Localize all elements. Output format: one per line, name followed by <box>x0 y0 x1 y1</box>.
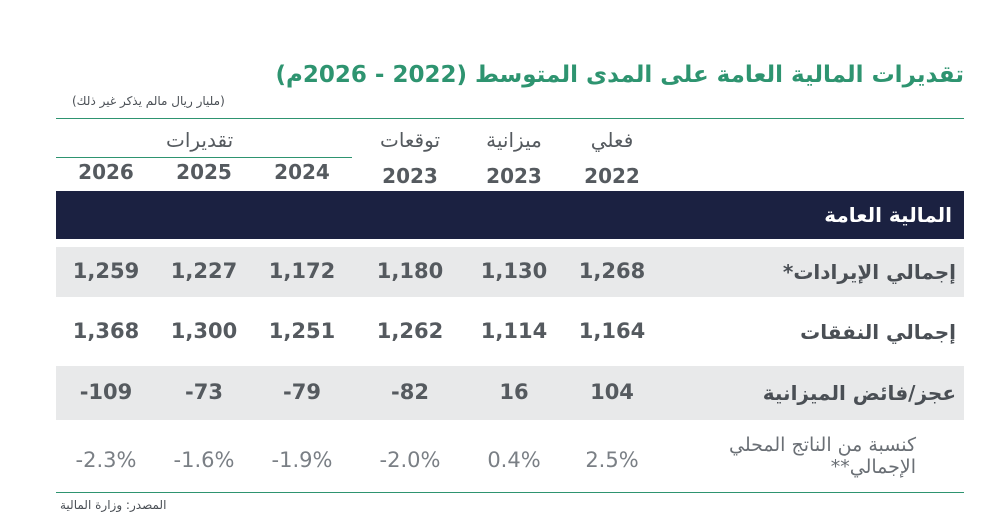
estimates-group-label: تقديرات <box>166 128 234 152</box>
year-2025: 2025 <box>176 160 232 184</box>
cell: 1,300 <box>170 319 238 343</box>
cell: 1,164 <box>578 319 646 343</box>
table-row-balance: عجز/فائض الميزانية 104 16 -82 -79 -73 -1… <box>56 366 964 420</box>
page-title: تقديرات المالية العامة على المدى المتوسط… <box>275 62 965 88</box>
table-row-revenues: إجمالي الإيرادات* 1,268 1,130 1,180 1,17… <box>56 247 964 297</box>
cell: 1,180 <box>376 259 444 283</box>
row-label-gdp-ratio: كنسبة من الناتج المحلي الإجمالي** <box>729 434 916 478</box>
section-band: المالية العامة <box>56 191 964 239</box>
cell: -73 <box>185 380 223 404</box>
cell: 1,172 <box>268 259 336 283</box>
year-actual: 2022 <box>584 164 640 188</box>
table-row-gdp-ratio: كنسبة من الناتج المحلي الإجمالي** 2.5% 0… <box>56 428 964 490</box>
year-2024: 2024 <box>274 160 330 184</box>
year-forecast: 2023 <box>382 164 438 188</box>
cell: 1,130 <box>480 259 548 283</box>
cell: -82 <box>391 380 429 404</box>
estimates-group-rule <box>56 157 352 158</box>
cell: 1,262 <box>376 319 444 343</box>
forecast-column-header: توقعات <box>379 128 441 152</box>
top-rule <box>56 118 964 119</box>
year-budget: 2023 <box>486 164 542 188</box>
cell: 1,227 <box>170 259 238 283</box>
cell: 16 <box>499 380 529 404</box>
cell: 0.4% <box>487 448 541 472</box>
cell: -1.6% <box>173 448 235 472</box>
row-label-gdp-line2: الإجمالي** <box>830 456 916 478</box>
year-2026: 2026 <box>78 160 134 184</box>
cell: -1.9% <box>271 448 333 472</box>
cell: 1,368 <box>72 319 140 343</box>
cell: -79 <box>283 380 321 404</box>
cell: 1,268 <box>578 259 646 283</box>
cell: 2.5% <box>585 448 639 472</box>
row-label-expenditures: إجمالي النفقات <box>800 320 956 344</box>
actual-column-header: فعلي <box>590 128 634 152</box>
row-label-balance: عجز/فائض الميزانية <box>762 381 956 405</box>
cell: 1,251 <box>268 319 336 343</box>
cell: 1,259 <box>72 259 140 283</box>
cell: -2.3% <box>75 448 137 472</box>
cell: -2.0% <box>379 448 441 472</box>
row-label-gdp-line1: كنسبة من الناتج المحلي <box>729 434 916 456</box>
cell: -109 <box>79 380 133 404</box>
row-label-revenues: إجمالي الإيرادات* <box>782 260 956 284</box>
cell: 1,114 <box>480 319 548 343</box>
bottom-rule <box>56 492 964 493</box>
unit-note: (مليار ريال مالم يذكر غير ذلك) <box>72 94 225 108</box>
cell: 104 <box>590 380 634 404</box>
table-row-expenditures: إجمالي النفقات 1,164 1,114 1,262 1,251 1… <box>56 305 964 355</box>
source-note: المصدر: وزارة المالية <box>60 498 167 512</box>
section-title: المالية العامة <box>824 203 952 227</box>
budget-column-header: ميزانية <box>486 128 542 152</box>
